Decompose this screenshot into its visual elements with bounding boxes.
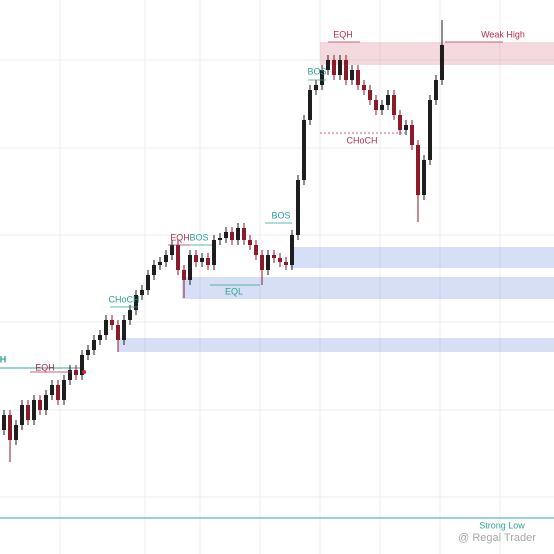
candle-body xyxy=(86,350,90,355)
zone xyxy=(320,42,554,65)
candle-body xyxy=(374,100,378,110)
candle-body xyxy=(326,60,330,70)
candle-body xyxy=(194,255,198,262)
candle-body xyxy=(428,100,432,160)
candle-body xyxy=(44,395,48,410)
candle-body xyxy=(62,380,66,400)
candle-body xyxy=(32,400,36,420)
candle-body xyxy=(380,105,384,110)
candle-body xyxy=(344,60,348,80)
candle-body xyxy=(422,160,426,195)
candle-body xyxy=(80,355,84,375)
marker-dot xyxy=(82,370,86,374)
candle-body xyxy=(74,370,78,375)
candle-body xyxy=(398,115,402,130)
watermark: @ Regal Trader xyxy=(458,532,536,544)
annotation: EQH xyxy=(333,29,353,39)
candle-body xyxy=(260,255,264,270)
annotation: BOS xyxy=(271,210,290,220)
candle-body xyxy=(242,228,246,240)
candle-body xyxy=(248,240,252,245)
candle-body xyxy=(92,340,96,350)
candle-body xyxy=(110,320,114,325)
candle-body xyxy=(38,400,42,410)
candle-body xyxy=(356,70,360,85)
annotation: CHoCH xyxy=(108,294,139,304)
candle-body xyxy=(434,80,438,100)
candle-body xyxy=(200,258,204,262)
candle-body xyxy=(8,415,12,440)
candle-body xyxy=(14,425,18,440)
candle-body xyxy=(404,125,408,130)
candle-body xyxy=(236,228,240,240)
candle-body xyxy=(386,95,390,105)
annotation: EQH xyxy=(35,362,55,372)
candle-body xyxy=(308,90,312,120)
candle-body xyxy=(104,320,108,335)
candle-body xyxy=(134,295,138,310)
candle-body xyxy=(254,245,258,255)
candle-body xyxy=(368,90,372,100)
candle-body xyxy=(56,385,60,400)
annotation: BOS xyxy=(307,66,326,76)
candle-body xyxy=(218,238,222,240)
candle-body xyxy=(296,180,300,235)
candle-body xyxy=(50,385,54,395)
candle-body xyxy=(416,145,420,195)
candle-body xyxy=(182,270,186,280)
candle-body xyxy=(290,235,294,265)
candle-body xyxy=(206,258,210,265)
zone xyxy=(290,247,554,268)
candle-body xyxy=(26,405,30,420)
candle-body xyxy=(392,95,396,115)
candle-body xyxy=(362,85,366,90)
annotation: EQL xyxy=(225,286,243,296)
candle-body xyxy=(224,232,228,238)
candle-body xyxy=(272,255,276,258)
annotation: CHoCH xyxy=(346,135,377,145)
candle-body xyxy=(302,120,306,180)
candle-body xyxy=(314,85,318,90)
candle-body xyxy=(410,125,414,145)
candle-body xyxy=(128,310,132,320)
candle-body xyxy=(230,232,234,240)
annotation: H xyxy=(0,354,6,364)
candle-body xyxy=(332,60,336,75)
candle-body xyxy=(188,255,192,280)
candle-body xyxy=(140,290,144,295)
annotation: BOS xyxy=(189,232,208,242)
annotation: Strong Low xyxy=(479,520,525,530)
candle-body xyxy=(146,275,150,290)
zone xyxy=(182,277,554,299)
candle-body xyxy=(2,415,6,430)
candle-body xyxy=(98,335,102,340)
annotation: Weak High xyxy=(481,29,525,39)
candle-body xyxy=(176,245,180,270)
candle-body xyxy=(440,45,444,80)
candle-body xyxy=(338,60,342,75)
candle-body xyxy=(278,258,282,262)
zone xyxy=(118,338,554,352)
candle-body xyxy=(164,255,168,262)
candle-body xyxy=(68,370,72,380)
candle-body xyxy=(122,320,126,340)
annotation: EQH xyxy=(170,232,190,242)
candle-body xyxy=(284,262,288,265)
candle-body xyxy=(158,262,162,265)
candle-body xyxy=(152,265,156,275)
candle-body xyxy=(350,70,354,80)
candle-body xyxy=(116,325,120,340)
candle-body xyxy=(320,70,324,85)
candle-body xyxy=(266,255,270,270)
candle-body xyxy=(170,245,174,255)
candle-body xyxy=(20,405,24,425)
candle-body xyxy=(212,240,216,265)
